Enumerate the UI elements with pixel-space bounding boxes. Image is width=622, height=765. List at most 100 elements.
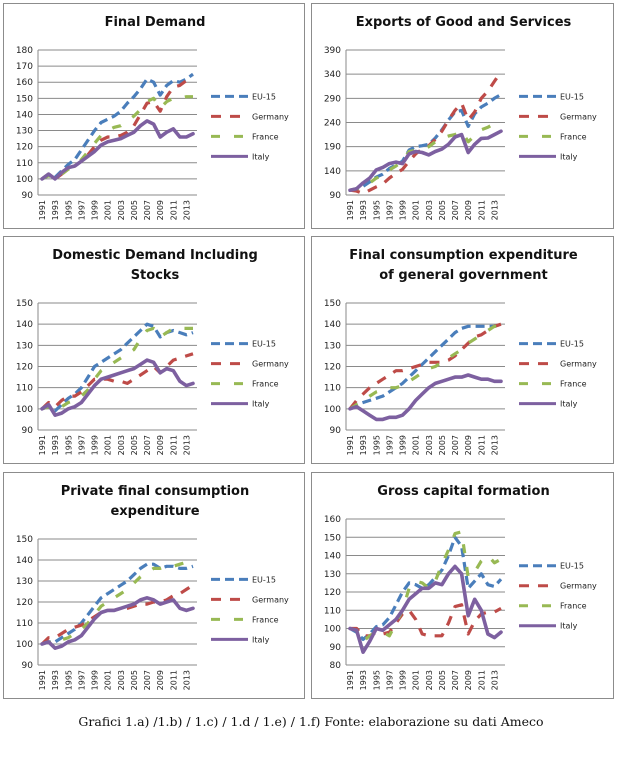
y-tick-label: 190 <box>324 143 341 153</box>
x-tick-label: 2001 <box>412 435 421 455</box>
y-tick-label: 390 <box>324 46 341 56</box>
y-tick-label: 130 <box>16 577 33 587</box>
x-tick-label: 2009 <box>464 200 473 220</box>
legend-item: Italy <box>211 635 270 644</box>
y-tick-label: 100 <box>16 640 33 650</box>
chart-title: Final consumption expenditure <box>349 248 578 263</box>
legend-item: Germany <box>211 360 289 369</box>
y-tick-label: 130 <box>16 127 33 137</box>
y-tick-label: 80 <box>330 661 342 671</box>
series-line-france <box>349 530 502 643</box>
x-tick-label: 1999 <box>399 670 408 690</box>
x-tick-label: 1991 <box>346 670 355 690</box>
x-tick-label: 2011 <box>477 435 486 455</box>
x-tick-label: 2007 <box>143 435 152 455</box>
legend-label: France <box>252 132 279 141</box>
x-tick-label: 1991 <box>38 200 47 220</box>
series-line-eu-15 <box>41 322 194 413</box>
x-tick-label: 1997 <box>77 670 86 690</box>
x-tick-label: 1993 <box>359 435 368 455</box>
x-tick-label: 2013 <box>490 200 499 220</box>
legend-item: France <box>519 602 587 611</box>
series-line-france <box>41 326 193 413</box>
x-tick-label: 2013 <box>182 435 191 455</box>
chart-panel: Final consumption expenditure of general … <box>311 236 614 464</box>
legend-label: EU-15 <box>560 92 584 101</box>
legend-item: EU-15 <box>211 92 276 101</box>
legend-item: France <box>519 132 587 141</box>
series-line-italy <box>40 119 195 181</box>
x-tick-label: 2005 <box>438 670 447 690</box>
y-tick-label: 140 <box>16 320 33 330</box>
legend-label: France <box>560 602 587 611</box>
legend-item: Germany <box>519 112 597 121</box>
series-line-france <box>349 324 501 411</box>
y-tick-label: 90 <box>22 191 34 201</box>
chart-title: expenditure <box>110 504 199 519</box>
series-line-eu-15 <box>349 322 502 411</box>
y-tick-label: 120 <box>16 598 33 608</box>
x-tick-label: 1993 <box>359 200 368 220</box>
legend-item: EU-15 <box>519 340 584 349</box>
legend-item: Italy <box>211 152 270 161</box>
legend-item: EU-15 <box>211 340 276 349</box>
y-tick-label: 100 <box>324 625 341 635</box>
legend-item: Germany <box>211 112 289 121</box>
series-line-italy <box>348 373 503 422</box>
y-tick-label: 120 <box>16 363 33 373</box>
x-tick-label: 2007 <box>143 670 152 690</box>
y-tick-label: 160 <box>16 78 33 88</box>
x-tick-label: 1999 <box>91 670 100 690</box>
legend-item: France <box>519 380 587 389</box>
chart-title: Domestic Demand Including <box>52 248 258 263</box>
chart-title: Private final consumption <box>61 484 249 499</box>
x-tick-label: 1995 <box>64 435 73 455</box>
legend-label: EU-15 <box>560 340 584 349</box>
x-tick-label: 1999 <box>399 435 408 455</box>
legend-label: Italy <box>252 152 270 161</box>
y-tick-label: 120 <box>324 363 341 373</box>
x-tick-label: 2013 <box>182 200 191 220</box>
chart-panel: Gross capital formation 80 90 100 110 120 130 1… <box>311 472 614 699</box>
line-chart: Final consumption expenditure of general … <box>324 248 597 455</box>
series-line-italy <box>348 129 503 192</box>
legend-item: France <box>211 380 279 389</box>
chart-title: Final Demand <box>105 15 206 30</box>
x-tick-label: 2007 <box>143 200 152 220</box>
chart-title: Gross capital formation <box>377 484 549 499</box>
line-chart: Domestic Demand Including Stocks 90 100 110 1… <box>16 248 289 455</box>
x-tick-label: 2011 <box>169 200 178 220</box>
y-tick-label: 240 <box>324 119 341 129</box>
x-tick-label: 2001 <box>104 435 113 455</box>
y-tick-label: 110 <box>324 384 341 394</box>
legend-label: France <box>252 380 279 389</box>
y-tick-label: 340 <box>324 70 341 80</box>
chart-panel: Exports of Good and Services 90 140 190 240 2… <box>311 3 614 229</box>
y-tick-label: 130 <box>324 341 341 351</box>
x-tick-label: 2009 <box>464 435 473 455</box>
x-tick-label: 1995 <box>64 200 73 220</box>
y-tick-label: 110 <box>16 619 33 629</box>
legend-label: Germany <box>252 112 289 121</box>
legend-label: Germany <box>252 595 289 604</box>
legend-label: Germany <box>560 112 597 121</box>
y-tick-label: 110 <box>16 159 33 169</box>
x-tick-label: 1993 <box>51 200 60 220</box>
legend-item: Germany <box>519 582 597 591</box>
legend-label: France <box>560 380 587 389</box>
x-tick-label: 1999 <box>91 435 100 455</box>
legend-label: Italy <box>560 622 578 631</box>
x-tick-label: 1997 <box>385 670 394 690</box>
y-tick-label: 130 <box>324 570 341 580</box>
chart-panel: Private final consumption expenditure 90 10… <box>3 472 305 699</box>
y-tick-label: 160 <box>324 515 341 525</box>
y-tick-label: 150 <box>324 533 341 543</box>
chart-title: Exports of Good and Services <box>356 15 572 30</box>
x-tick-label: 2007 <box>451 670 460 690</box>
legend-item: EU-15 <box>211 575 276 584</box>
legend-label: EU-15 <box>252 92 276 101</box>
y-tick-label: 100 <box>324 405 341 415</box>
x-tick-label: 2013 <box>490 435 499 455</box>
x-tick-label: 2001 <box>412 200 421 220</box>
x-tick-label: 2009 <box>156 670 165 690</box>
